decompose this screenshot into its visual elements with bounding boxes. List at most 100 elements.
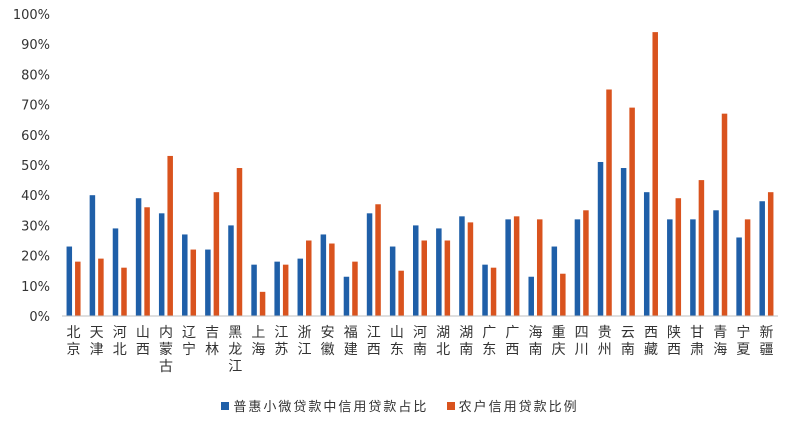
- bar-series2-山西: [144, 207, 150, 316]
- bar-series1-北京: [66, 246, 73, 316]
- x-tick-label: 福建: [344, 325, 358, 358]
- bar-series1-湖北: [436, 228, 442, 316]
- x-tick-label: 北京: [67, 325, 81, 358]
- x-tick-label: 海南: [528, 325, 542, 358]
- bar-series2-安徽: [329, 243, 335, 316]
- x-tick-label: 浙江: [298, 325, 312, 358]
- bar-series1-四川: [574, 219, 581, 316]
- y-tick-label: 40%: [21, 189, 50, 204]
- bar-series1-辽宁: [182, 234, 188, 316]
- bar-series1-宁夏: [736, 237, 742, 316]
- legend: 普惠小微贷款中信用贷款占比 农户信用贷款比例: [0, 396, 800, 415]
- bar-series2-云南: [629, 107, 635, 317]
- x-tick-label: 黑龙江: [228, 325, 242, 375]
- bar-series2-北京: [75, 261, 81, 316]
- legend-swatch-2: [446, 401, 455, 410]
- bar-chart: 0% 10% 20% 30% 40% 50% 60% 70% 80% 90% 100% 北京天津河北…: [13, 8, 778, 375]
- bar-series2-海南: [536, 219, 543, 316]
- bar-series2-黑龙江: [236, 168, 243, 316]
- bar-series1-天津: [89, 195, 96, 316]
- x-tick-label: 河南: [413, 325, 427, 358]
- x-tick-label: 上海: [251, 325, 265, 358]
- y-tick-label: 70%: [21, 99, 50, 114]
- x-tick-label: 江西: [367, 325, 381, 358]
- x-tick-label: 湖北: [436, 325, 450, 358]
- bar-series2-宁夏: [744, 219, 751, 316]
- bar-series1-湖南: [459, 216, 465, 316]
- y-tick-label: 30%: [21, 219, 50, 234]
- y-tick-label: 80%: [21, 68, 50, 83]
- bar-series2-山东: [398, 270, 404, 316]
- legend-item-1: 普惠小微贷款中信用贷款占比: [221, 396, 428, 415]
- bar-series2-陕西: [675, 198, 682, 316]
- bar-series1-河北: [112, 228, 119, 316]
- x-tick-label: 宁夏: [736, 324, 750, 358]
- bars: [66, 32, 774, 317]
- bar-series1-上海: [251, 264, 257, 316]
- bar-series2-福建: [352, 261, 358, 316]
- x-tick-label: 广东: [482, 325, 496, 358]
- bar-series2-河北: [121, 267, 127, 316]
- bar-series2-天津: [98, 258, 104, 316]
- x-tick-label: 山西: [136, 325, 150, 358]
- x-tick-label: 云南: [621, 325, 635, 358]
- y-tick-label: 50%: [21, 159, 50, 174]
- bar-series2-吉林: [213, 192, 220, 316]
- bar-series2-江苏: [282, 264, 289, 316]
- bar-series1-浙江: [297, 258, 304, 316]
- bar-series2-河南: [421, 240, 427, 316]
- bar-series1-山东: [389, 246, 396, 316]
- legend-item-2: 农户信用贷款比例: [446, 396, 579, 415]
- legend-label-2: 农户信用贷款比例: [458, 400, 579, 415]
- x-tick-label: 重庆: [552, 325, 566, 358]
- bar-series1-福建: [343, 276, 350, 316]
- bar-series1-广东: [482, 264, 488, 316]
- bar-series1-贵州: [597, 161, 604, 316]
- bar-series1-西藏: [643, 192, 650, 316]
- bar-series2-甘肃: [698, 180, 705, 316]
- bar-series2-广西: [513, 216, 520, 316]
- bar-series2-广东: [490, 267, 497, 316]
- bar-series2-四川: [583, 210, 589, 316]
- bar-series2-青海: [721, 113, 728, 316]
- y-axis: 0% 10% 20% 30% 40% 50% 60% 70% 80% 90% 100%: [13, 8, 50, 325]
- x-tick-label: 江苏: [274, 325, 288, 358]
- legend-label-1: 普惠小微贷款中信用贷款占比: [233, 400, 429, 415]
- bar-series2-上海: [259, 291, 266, 316]
- bar-series2-西藏: [652, 32, 658, 317]
- bar-series2-江西: [375, 204, 381, 316]
- bar-series1-甘肃: [690, 219, 696, 316]
- bar-series1-云南: [620, 168, 627, 316]
- y-tick-label: 0%: [29, 310, 50, 325]
- x-tick-label: 天津: [90, 325, 104, 358]
- y-tick-label: 60%: [21, 129, 50, 144]
- bar-series2-重庆: [560, 273, 566, 316]
- x-tick-label: 西藏: [644, 325, 658, 358]
- legend-swatch-1: [221, 401, 230, 410]
- bar-series1-广西: [505, 219, 511, 316]
- x-tick-label: 四川: [575, 325, 589, 358]
- bar-series1-黑龙江: [228, 225, 234, 316]
- bar-series2-内蒙古: [167, 155, 173, 316]
- bar-series1-吉林: [205, 249, 211, 316]
- x-tick-label: 安徽: [321, 325, 335, 358]
- bar-series1-重庆: [551, 246, 558, 316]
- x-tick-label: 吉林: [205, 325, 219, 358]
- x-tick-label: 青海: [713, 325, 727, 358]
- x-tick-label: 贵州: [598, 325, 612, 358]
- y-tick-label: 10%: [21, 280, 50, 295]
- bar-series1-海南: [528, 276, 534, 316]
- bar-series1-江西: [366, 213, 373, 316]
- x-tick-label: 辽宁: [182, 325, 196, 358]
- bar-series1-江苏: [274, 261, 280, 316]
- bar-series1-陕西: [667, 219, 673, 316]
- x-tick-label: 河北: [113, 325, 127, 358]
- bar-series1-山西: [135, 198, 142, 316]
- x-tick-label: 陕西: [667, 325, 681, 358]
- bar-series2-浙江: [306, 240, 312, 316]
- y-tick-label: 20%: [21, 250, 50, 265]
- x-tick-label: 内蒙古: [159, 325, 173, 375]
- x-tick-label: 新疆: [759, 325, 773, 358]
- bar-series2-贵州: [606, 89, 612, 316]
- x-tick-label: 湖南: [459, 325, 473, 358]
